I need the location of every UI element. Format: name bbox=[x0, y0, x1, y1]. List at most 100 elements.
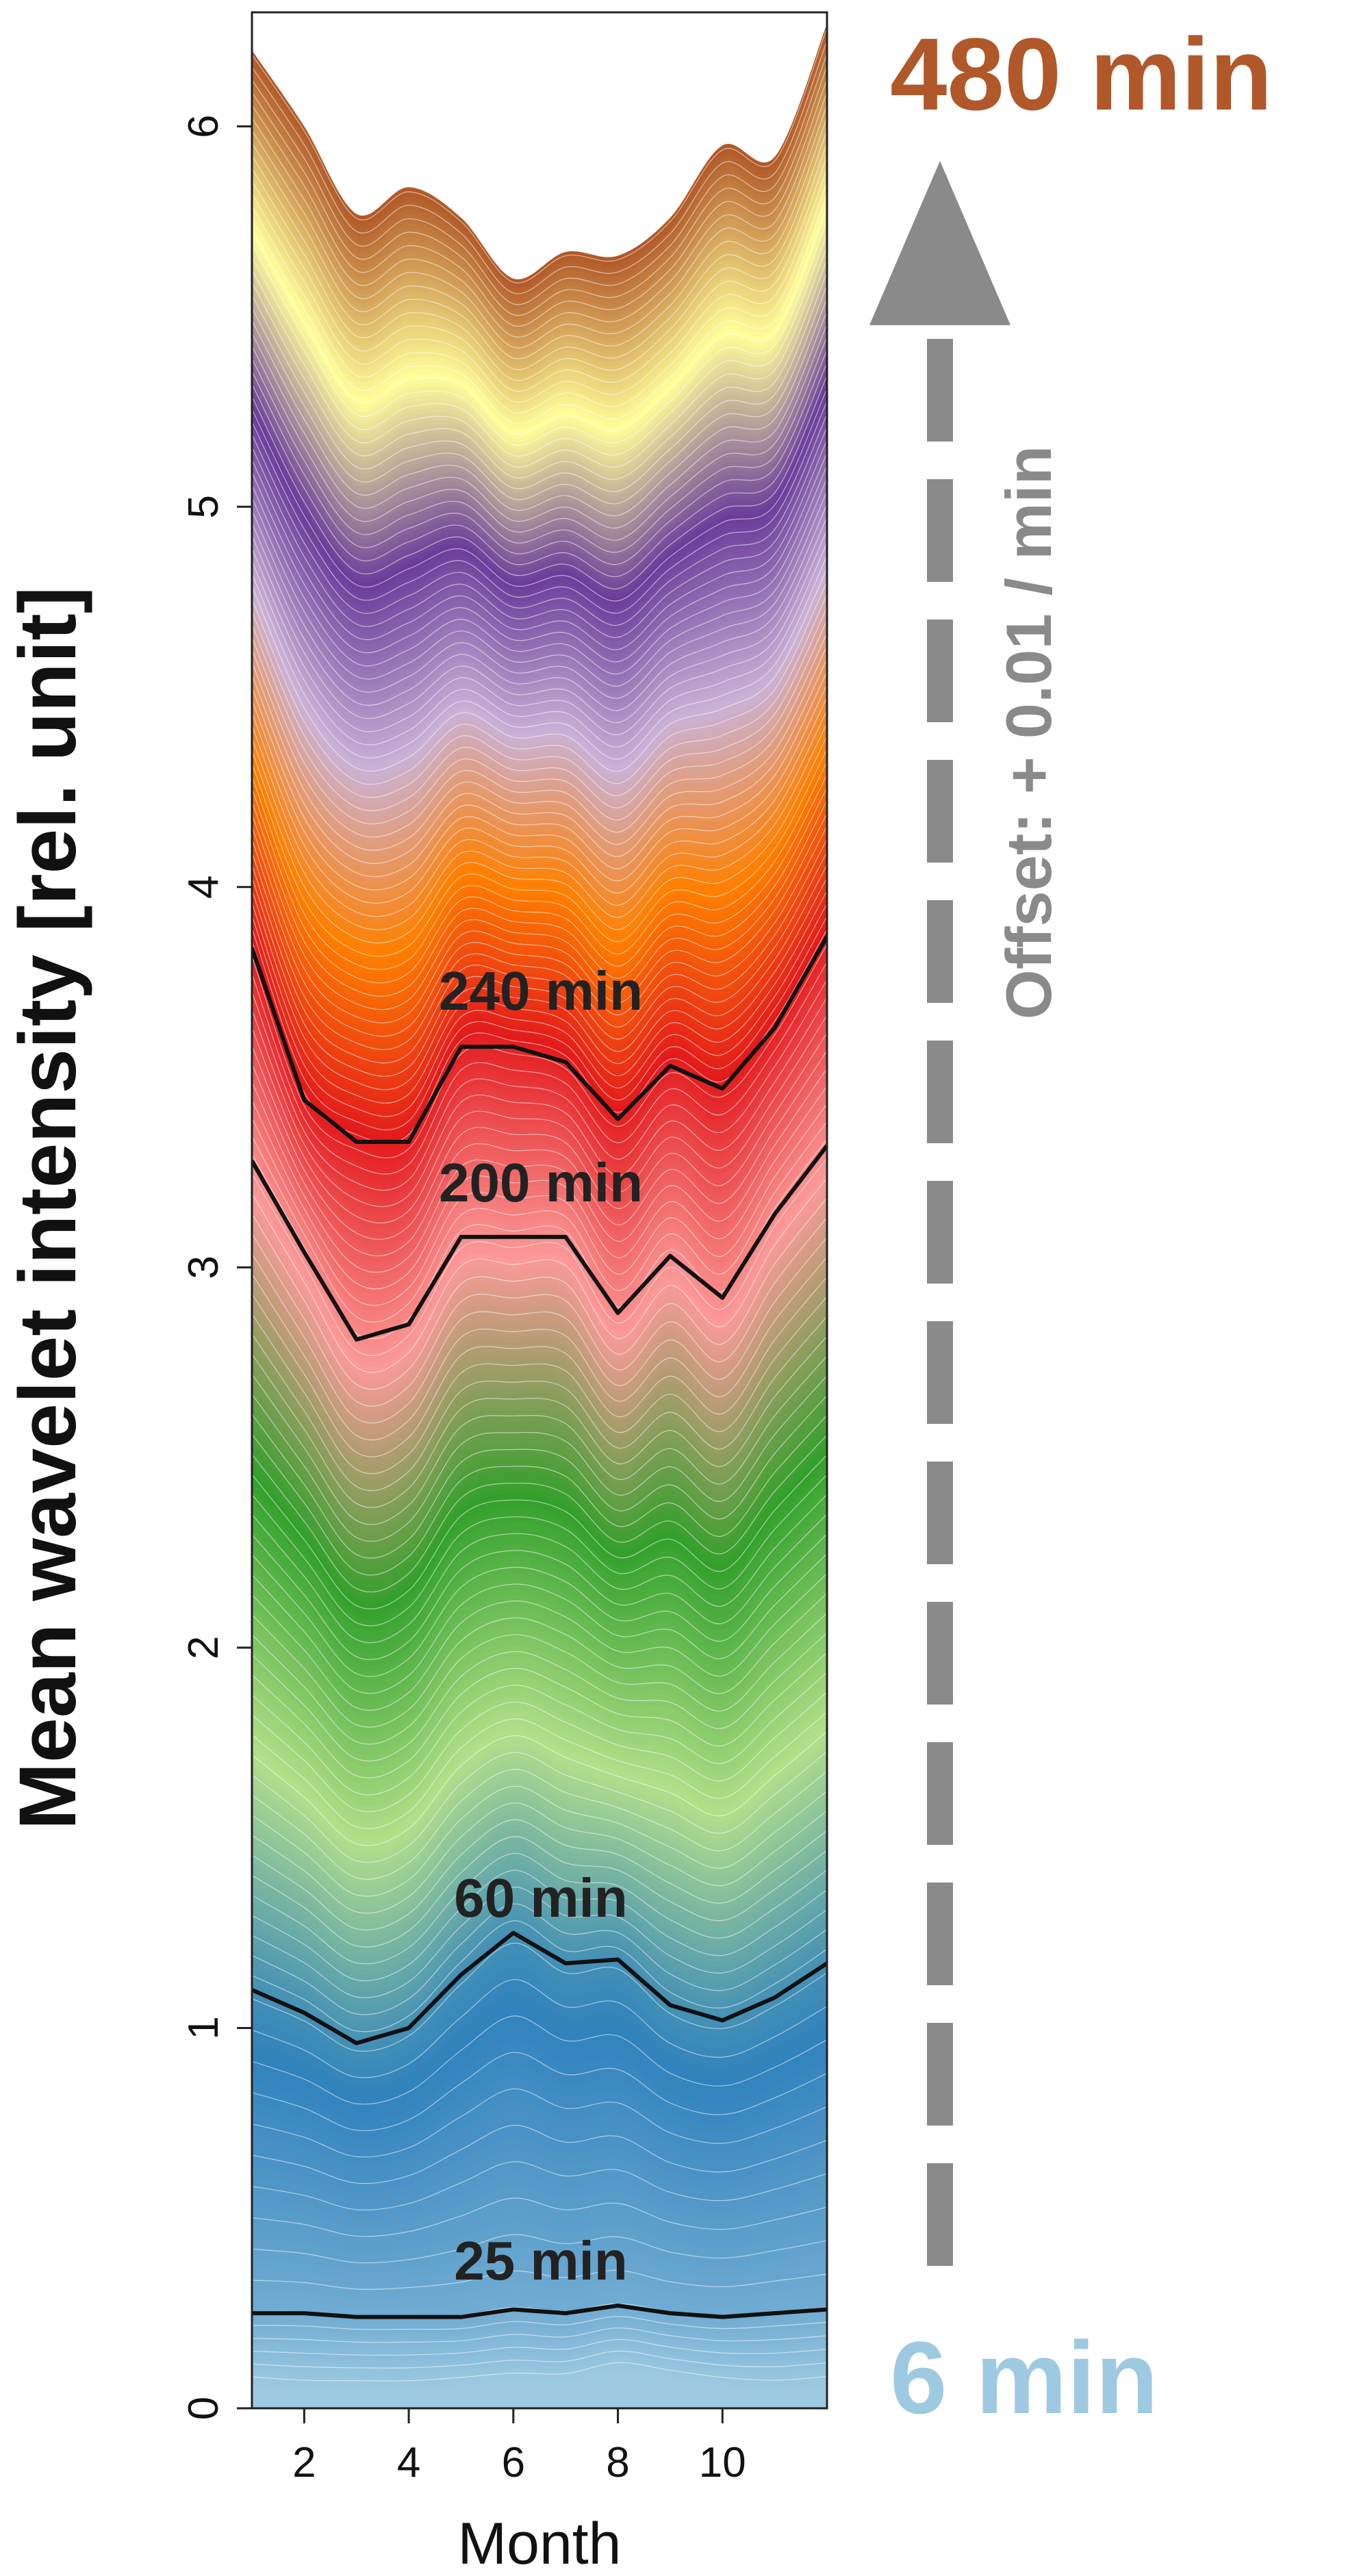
period-line bbox=[252, 401, 827, 614]
period-line bbox=[252, 337, 827, 553]
period-line bbox=[252, 1887, 827, 1998]
period-line bbox=[252, 1375, 827, 1542]
period-line bbox=[252, 1870, 827, 1982]
period-line bbox=[252, 413, 827, 626]
period-line bbox=[252, 1592, 827, 1728]
period-line bbox=[252, 479, 827, 687]
period-line bbox=[252, 2015, 827, 2105]
period-line bbox=[252, 118, 827, 359]
period-line bbox=[252, 131, 827, 370]
period-line bbox=[252, 944, 827, 1159]
series-label-240-min: 240 min bbox=[439, 960, 643, 1021]
period-line bbox=[252, 761, 827, 970]
period-line bbox=[252, 1494, 827, 1644]
series-annotations: 25 min 60 min 200 min 240 min bbox=[439, 960, 643, 2291]
y-tick-label: 6 bbox=[180, 114, 227, 138]
period-line bbox=[252, 1050, 827, 1257]
period-line bbox=[252, 979, 827, 1191]
period-line bbox=[252, 890, 827, 1104]
period-line bbox=[252, 66, 827, 316]
period-line bbox=[252, 697, 827, 904]
period-line bbox=[252, 1802, 827, 1914]
period-line bbox=[252, 774, 827, 984]
period-line bbox=[252, 1316, 827, 1492]
period-line bbox=[252, 1979, 827, 2078]
period-line bbox=[252, 530, 827, 735]
period-line bbox=[252, 813, 827, 1023]
period-line bbox=[252, 2088, 827, 2158]
period-line bbox=[252, 285, 827, 505]
period-line bbox=[252, 1652, 827, 1778]
series-line-240-min bbox=[252, 935, 827, 1144]
period-line bbox=[252, 1632, 827, 1761]
period-line bbox=[252, 1836, 827, 1948]
offset-arrow-head bbox=[869, 161, 1010, 325]
period-line bbox=[252, 1256, 827, 1441]
period-band bbox=[252, 2370, 827, 2408]
period-line bbox=[252, 1395, 827, 1559]
period-line bbox=[252, 491, 827, 699]
period-line bbox=[252, 2328, 827, 2343]
period-line bbox=[252, 324, 827, 541]
bottom-period-label: 6 min bbox=[890, 2320, 1158, 2435]
period-line bbox=[252, 272, 827, 492]
period-line bbox=[252, 1692, 827, 1813]
period-line bbox=[252, 1785, 827, 1897]
period-line bbox=[252, 156, 827, 392]
period-line bbox=[252, 92, 827, 338]
period-line bbox=[252, 2197, 827, 2237]
top-period-label: 480 min bbox=[890, 16, 1273, 131]
y-tick-label: 4 bbox=[180, 876, 227, 899]
plot-frame bbox=[251, 11, 828, 2410]
period-line bbox=[252, 208, 827, 435]
y-axis-title: Mean wavelet intensity [rel. unit] bbox=[3, 587, 93, 1830]
period-line bbox=[252, 1852, 827, 1965]
x-tick-label: 4 bbox=[397, 2439, 420, 2486]
period-line bbox=[252, 568, 827, 772]
period-line bbox=[252, 311, 827, 529]
period-line bbox=[252, 710, 827, 917]
period-line bbox=[252, 1158, 827, 1356]
series-label-25-min: 25 min bbox=[454, 2230, 627, 2291]
period-line bbox=[252, 1414, 827, 1576]
period-line bbox=[252, 27, 827, 283]
y-tick-label: 3 bbox=[180, 1255, 227, 1279]
period-line bbox=[252, 1750, 827, 1863]
series-line-25-min bbox=[252, 2304, 827, 2319]
period-line bbox=[252, 1903, 827, 2015]
period-line bbox=[252, 40, 827, 294]
period-line bbox=[252, 839, 827, 1050]
period-line bbox=[252, 2234, 827, 2264]
period-line bbox=[252, 195, 827, 424]
period-line bbox=[252, 1103, 827, 1306]
period-line bbox=[252, 1276, 827, 1457]
period-line bbox=[252, 2316, 827, 2330]
y-tick-label: 5 bbox=[180, 495, 227, 518]
x-tick-label: 10 bbox=[699, 2439, 746, 2486]
period-line bbox=[252, 672, 827, 878]
period-line bbox=[252, 1296, 827, 1475]
period-line bbox=[252, 1336, 827, 1508]
period-line bbox=[252, 659, 827, 864]
period-line bbox=[252, 2350, 827, 2369]
period-line bbox=[252, 182, 827, 413]
period-line bbox=[252, 800, 827, 1010]
period-line bbox=[252, 916, 827, 1131]
period-line bbox=[252, 594, 827, 798]
period-line bbox=[252, 1068, 827, 1273]
period-line bbox=[252, 298, 827, 517]
x-tick-label: 6 bbox=[502, 2439, 525, 2486]
period-line bbox=[252, 2052, 827, 2131]
period-line bbox=[252, 1514, 827, 1660]
period-line bbox=[252, 1015, 827, 1223]
series-label-60-min: 60 min bbox=[454, 1867, 627, 1928]
period-line bbox=[252, 466, 827, 674]
period-line bbox=[252, 997, 827, 1208]
period-line bbox=[252, 246, 827, 468]
offset-label: Offset: + 0.01 / min bbox=[993, 446, 1065, 1019]
period-line bbox=[252, 852, 827, 1064]
period-line bbox=[252, 259, 827, 481]
period-line bbox=[252, 504, 827, 711]
period-line bbox=[252, 1217, 827, 1407]
period-line bbox=[252, 375, 827, 589]
